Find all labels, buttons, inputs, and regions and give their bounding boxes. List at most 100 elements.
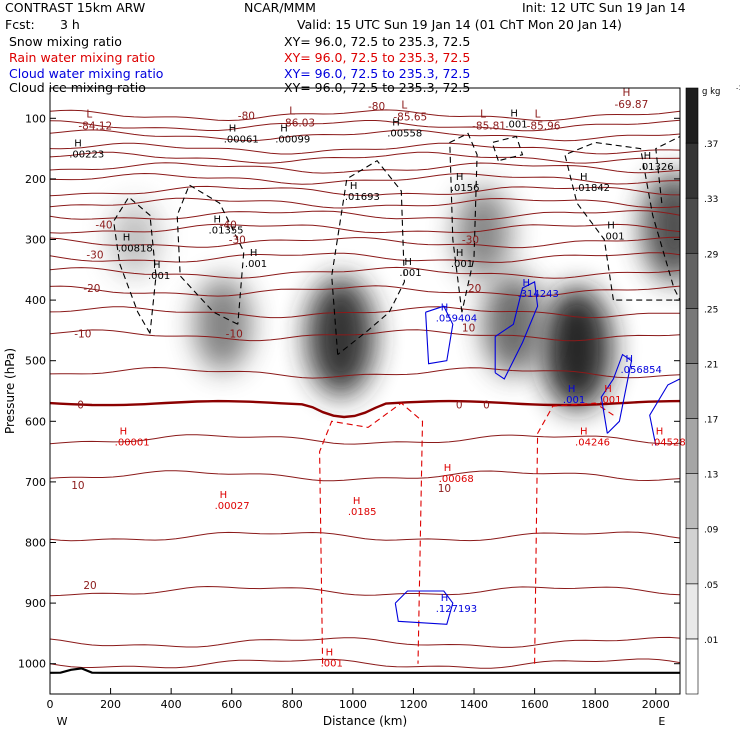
colorbar: .01 .05 .09 .13 .17 .21 .25 .29 .33 .37 g kg -1 [685, 84, 740, 695]
cloudwater-max-h-2: H [625, 354, 633, 365]
isotherm-label-1: 10 [71, 480, 84, 492]
colorbar-unit-exp: -1 [736, 84, 740, 92]
isotherm-line-19 [50, 210, 680, 221]
snow-max-h-12: H [250, 248, 258, 259]
fcst-value: 3 h [60, 17, 80, 32]
cloudwater-max-value-1: .314243 [518, 289, 559, 300]
y-tick-label-9: 1000 [18, 658, 46, 671]
colorbar-label-5: .21 [704, 360, 718, 370]
colorbar-swatch-2 [685, 528, 699, 585]
field-cloudwater-xy: XY= 96.0, 72.5 to 235.3, 72.5 [284, 66, 471, 81]
isotherm-line-1 [50, 585, 680, 597]
isotherm-line-24 [50, 119, 680, 132]
isotherm-extra-label-0: -40 [220, 219, 237, 231]
snow-max-value-12: .001 [245, 259, 267, 270]
y-tick-label-8: 900 [25, 597, 46, 610]
snow-max-value-10: .00818 [118, 244, 153, 255]
org-label: NCAR/MMM [244, 0, 316, 15]
rain-max-h-0: H [120, 427, 128, 438]
rain-contour-1 [534, 402, 614, 664]
snow-contour-0 [113, 196, 157, 334]
temp-extremum-value-1: -86.03 [281, 117, 315, 129]
x-axis-label: Distance (km) [323, 714, 407, 728]
isotherm-extra-label-2: -10 [226, 328, 243, 340]
isotherm-line-15 [50, 366, 680, 379]
rain-max-h-1: H [220, 490, 228, 501]
colorbar-swatch-4 [685, 418, 699, 474]
y-tick-label-3: 400 [25, 294, 46, 307]
y-tick-label-5: 600 [25, 415, 46, 428]
snow-max-value-13: .001 [399, 268, 421, 279]
snow-max-value-5: .01326 [639, 162, 674, 173]
colorbar-label-4: .17 [704, 416, 718, 426]
extrema-labels: 20 10 0 -10 -20 -30 -40 -80 -40 -30 -10 0 0 10 10 20 -30… [69, 87, 686, 670]
model-title: CONTRAST 15km ARW [5, 0, 146, 15]
isotherm-label-4: -20 [83, 283, 100, 295]
y-axis-label: Pressure (hPa) [3, 348, 17, 434]
rain-max-value-3: .00068 [439, 474, 474, 485]
fcst-label: Fcst: [5, 17, 35, 32]
snow-shade-blob-2 [306, 276, 375, 396]
mixing-ratio-contours [113, 132, 680, 664]
valid-time: Valid: 15 UTC Sun 19 Jan 14 (01 ChT Mon … [297, 17, 622, 32]
snow-contour-5 [564, 141, 680, 301]
field-rain-name: Rain water mixing ratio [9, 50, 156, 65]
isotherm-line-9 [50, 172, 680, 185]
cloudwater-max-value-0: .059404 [436, 313, 477, 324]
x-tick-label-8: 1600 [521, 698, 549, 711]
snow-max-h-11: H [153, 260, 161, 271]
field-snow-xy: XY= 96.0, 72.5 to 235.3, 72.5 [284, 34, 471, 49]
isotherm-extra-label-8: -30 [462, 235, 479, 247]
rain-max-value-0: .00001 [115, 438, 150, 449]
colorbar-swatch-0 [685, 638, 699, 695]
cloudwater-max-h-0: H [441, 302, 449, 313]
snow-max-value-6: .01842 [575, 183, 610, 194]
plot-frame [49, 87, 681, 695]
colorbar-label-2: .09 [704, 526, 719, 536]
snow-contour-4 [491, 135, 524, 162]
rain-max-h-7: H [604, 384, 612, 395]
isotherm-line-4 [50, 329, 680, 342]
surface-line [50, 667, 680, 674]
snow-max-h-0: H [74, 139, 82, 150]
snow-max-h-1: H [229, 124, 237, 135]
x-end-left: W [57, 715, 68, 728]
rain-max-h-6: H [326, 648, 334, 659]
x-tick-label-10: 2000 [642, 698, 670, 711]
cloudwater-max-value-3: .127193 [436, 604, 477, 615]
x-tick-label-1: 200 [100, 698, 121, 711]
init-time: Init: 12 UTC Sun 19 Jan 14 [522, 0, 686, 15]
y-tick-label-2: 300 [25, 234, 46, 247]
isotherm-line-8 [50, 197, 680, 209]
snow-max-value-11: .001 [148, 271, 170, 282]
snow-max-h-15: H [607, 221, 615, 232]
rain-max-h-2: H [353, 496, 361, 507]
rain-max-h-3: H [444, 463, 452, 474]
snow-max-value-9: .01355 [209, 225, 244, 236]
y-tick-label-0: 100 [25, 112, 46, 125]
y-tick-label-7: 800 [25, 537, 46, 550]
snow-max-h-10: H [123, 233, 131, 244]
cloudwater-max-h-1: H [523, 278, 531, 289]
snow-max-value-0: .00223 [69, 150, 104, 161]
colorbar-swatch-5 [685, 363, 699, 419]
temp-extremum-value-2: -85.65 [393, 111, 427, 123]
isotherm-line-16 [50, 306, 680, 319]
rain-max-value-7: .001 [599, 395, 621, 406]
isotherm-line-23 [50, 129, 680, 142]
temp-extremum-kind-2: L [401, 99, 407, 111]
snow-max-value-2: .00099 [275, 135, 310, 146]
isotherm-extra-label-4: 0 [483, 399, 490, 411]
cloudwater-max-h-4: H [568, 384, 576, 395]
isotherm-extra-label-3: 0 [456, 399, 463, 411]
isotherm-label-2: 0 [77, 399, 84, 411]
field-cloudwater-name: Cloud water mixing ratio [9, 66, 164, 81]
snow-contour-2 [331, 159, 405, 356]
temp-extremum-kind-1: L [289, 105, 295, 117]
snow-shade-blob-3 [542, 287, 612, 410]
x-tick-label-3: 600 [221, 698, 242, 711]
cloudwater-contour-3 [649, 378, 680, 446]
isotherm-label-6: -40 [95, 219, 112, 231]
snow-shade-blob-0 [110, 202, 159, 277]
